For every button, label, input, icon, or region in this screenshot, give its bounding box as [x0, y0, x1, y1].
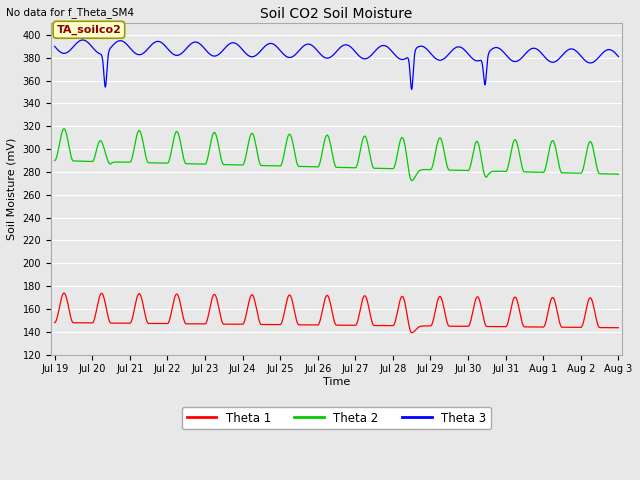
X-axis label: Time: Time	[323, 377, 350, 387]
Title: Soil CO2 Soil Moisture: Soil CO2 Soil Moisture	[260, 7, 413, 21]
Text: TA_soilco2: TA_soilco2	[56, 24, 122, 35]
Legend: Theta 1, Theta 2, Theta 3: Theta 1, Theta 2, Theta 3	[182, 407, 491, 429]
Text: No data for f_Theta_SM4: No data for f_Theta_SM4	[6, 7, 134, 18]
Y-axis label: Soil Moisture (mV): Soil Moisture (mV)	[7, 138, 17, 240]
